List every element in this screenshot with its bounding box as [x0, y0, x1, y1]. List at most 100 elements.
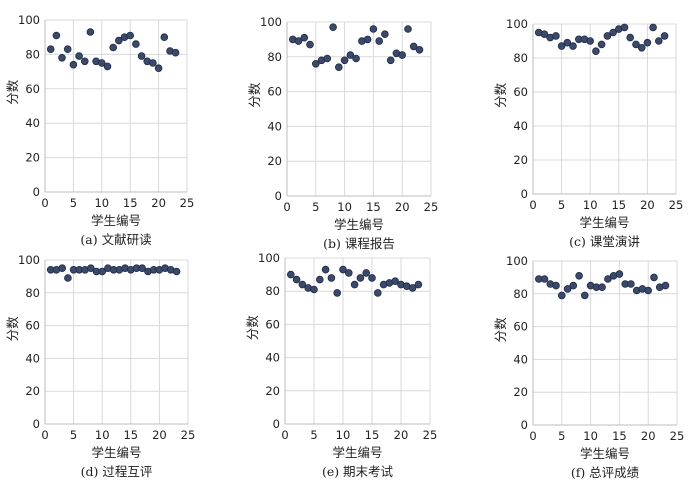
data-point — [87, 264, 95, 273]
data-point — [311, 59, 320, 68]
data-point — [46, 45, 55, 53]
data-point — [58, 264, 66, 273]
data-point — [632, 40, 640, 49]
data-point — [391, 277, 400, 286]
x-tick-label: 15 — [123, 428, 138, 442]
y-tick-label: 40 — [513, 119, 528, 133]
data-point — [643, 38, 652, 47]
data-point — [321, 265, 330, 274]
x-axis-label: 学生编号 — [332, 445, 382, 460]
data-point — [300, 33, 309, 42]
panel-caption: (a) 文献研读 — [80, 232, 151, 247]
x-tick-label: 5 — [558, 198, 565, 212]
data-point — [126, 31, 134, 40]
x-tick-label: 25 — [180, 196, 195, 210]
y-tick-label: 100 — [18, 253, 40, 267]
x-tick-label: 5 — [70, 196, 77, 210]
x-tick-label: 20 — [640, 198, 655, 212]
y-tick-label: 40 — [25, 116, 40, 130]
y-tick-label: 40 — [267, 119, 282, 133]
data-point — [381, 30, 389, 39]
y-tick-label: 40 — [265, 351, 280, 365]
data-point — [386, 56, 395, 65]
y-axis-label: 分数 — [5, 79, 20, 105]
data-point — [294, 37, 303, 45]
x-tick-label: 15 — [123, 196, 138, 210]
data-point — [86, 28, 95, 36]
data-point — [404, 25, 412, 33]
x-axis-label: 学生编号 — [91, 213, 141, 228]
x-tick-label: 20 — [641, 429, 656, 443]
x-tick-label: 25 — [423, 428, 438, 442]
data-point — [375, 37, 384, 45]
data-point — [103, 62, 112, 71]
chart-panel-6: 0 5 10 15 20 25 0 20 40 60 80 100 学生编号 分数 (f) 总评成绩 — [493, 254, 684, 480]
y-tick-label: 100 — [506, 17, 528, 31]
x-tick-label: 5 — [70, 428, 77, 442]
data-point — [597, 40, 606, 49]
x-axis-label: 学生编号 — [334, 217, 384, 232]
data-point — [650, 273, 658, 282]
x-tick-label: 10 — [583, 429, 598, 443]
data-point — [329, 23, 337, 32]
data-point — [356, 274, 365, 282]
y-tick-label: 0 — [521, 187, 528, 201]
y-tick-label: 20 — [513, 385, 528, 399]
data-point — [350, 280, 359, 289]
data-point — [98, 59, 106, 67]
data-point — [109, 43, 117, 52]
y-tick-label: 80 — [25, 47, 40, 61]
y-tick-label: 100 — [506, 254, 528, 268]
x-tick-label: 5 — [558, 429, 565, 443]
y-tick-label: 100 — [18, 13, 40, 27]
x-tick-label: 15 — [366, 200, 381, 214]
y-tick-label: 20 — [265, 384, 280, 398]
data-point — [586, 37, 594, 45]
data-point — [598, 283, 606, 292]
x-tick-label: 20 — [394, 428, 409, 442]
chart-panel-1: 0 5 10 15 20 25 0 20 40 60 80 100 学生编号 分数 (a) 文献研读 — [5, 13, 194, 247]
y-axis-label: 分数 — [245, 315, 260, 341]
data-point — [408, 284, 417, 292]
data-point — [363, 35, 372, 44]
chart-panel-3: 0 5 10 15 20 25 0 20 40 60 80 100 学生编号 分数 (c) 课堂演讲 — [493, 17, 683, 249]
data-point — [373, 289, 382, 297]
y-tick-label: 0 — [275, 189, 282, 203]
data-point — [69, 60, 78, 69]
data-point — [306, 40, 314, 49]
data-point — [557, 42, 566, 50]
data-point — [298, 280, 307, 289]
y-tick-label: 40 — [25, 351, 40, 365]
chart-panel-5: 0 5 10 15 20 25 0 20 40 60 80 100 学生编号 分数 (e) 期末考试 — [245, 251, 437, 479]
data-point — [63, 45, 72, 53]
data-point — [569, 42, 577, 50]
data-point — [661, 281, 670, 290]
data-point — [315, 275, 324, 284]
data-point — [552, 32, 560, 40]
y-tick-label: 0 — [33, 185, 40, 199]
data-point — [368, 274, 376, 282]
y-tick-label: 60 — [513, 320, 528, 334]
x-tick-label: 10 — [336, 428, 351, 442]
data-point — [540, 275, 549, 283]
data-point — [327, 274, 336, 282]
data-point — [569, 281, 578, 290]
data-point — [654, 37, 663, 45]
y-tick-label: 80 — [265, 284, 280, 298]
data-point — [172, 267, 181, 276]
data-point — [592, 47, 600, 55]
y-tick-label: 20 — [25, 384, 40, 398]
x-tick-label: 5 — [310, 428, 317, 442]
x-tick-label: 10 — [95, 428, 110, 442]
data-point — [414, 280, 423, 289]
data-point — [160, 33, 169, 41]
data-point — [369, 25, 378, 33]
data-point — [644, 286, 652, 295]
panel-caption: (d) 过程互评 — [81, 464, 153, 479]
data-point — [339, 265, 347, 274]
y-tick-label: 20 — [513, 153, 528, 167]
y-tick-label: 0 — [33, 417, 40, 431]
data-point — [52, 31, 61, 40]
data-point — [557, 291, 566, 300]
